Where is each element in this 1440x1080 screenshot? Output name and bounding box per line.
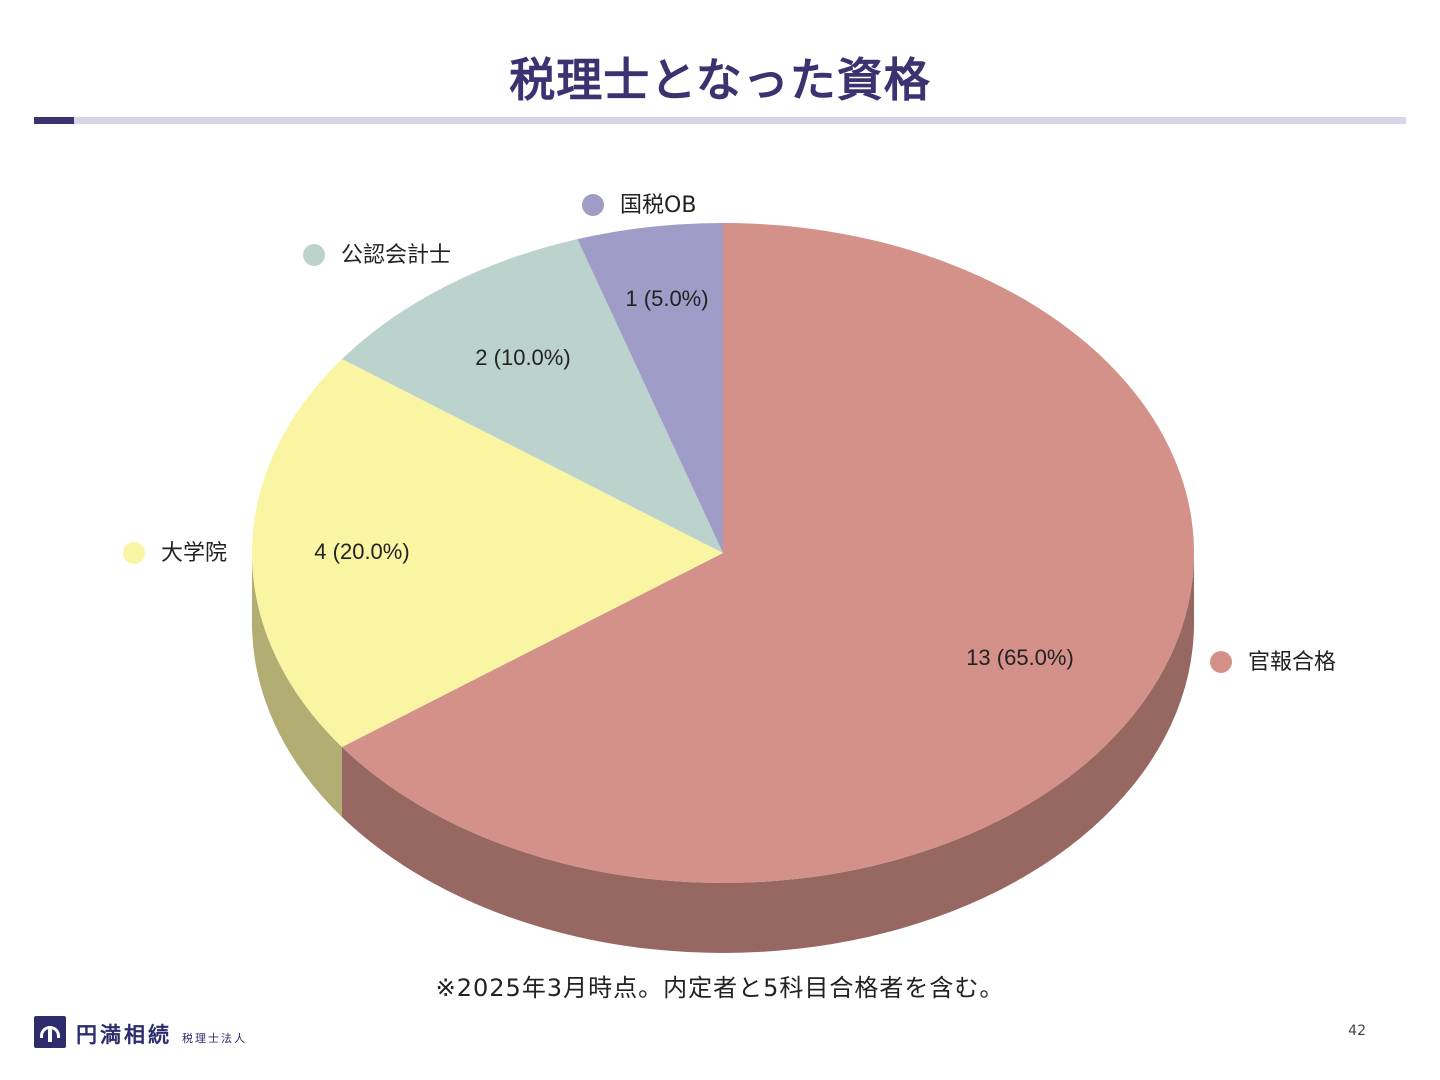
pie-slice-1[interactable] [252,359,723,747]
company-logo: 円満相続 税理士法人 [34,1016,247,1048]
data-label-3: 1 (5.0%) [625,286,708,311]
pie-side-0-0 [341,553,1194,954]
data-label-1: 4 (20.0%) [314,539,409,564]
title-underline-accent [34,117,74,124]
pie-slice-3[interactable] [577,223,723,553]
legend-marker-0 [1210,651,1232,673]
legend-marker-2 [303,244,325,266]
footnote: ※2025年3月時点。内定者と5科目合格者を含む。 [435,974,1005,1002]
legend-label-2: 公認会計士 [341,243,451,268]
logo-sub: 税理士法人 [182,1032,247,1045]
pie-slice-0[interactable] [341,223,1195,883]
logo-name: 円満相続 [76,1023,172,1047]
page-title: 税理士となった資格 [509,53,931,107]
legend-label-0: 官報合格 [1248,650,1336,675]
pie-side-1-0 [252,553,342,817]
page-number: 42 [1348,1023,1366,1039]
title-underline [34,117,1406,124]
legend-marker-3 [582,194,604,216]
data-label-2: 2 (10.0%) [475,345,570,370]
data-label-0: 13 (65.0%) [966,645,1074,670]
logo-mark-icon [34,1016,66,1048]
legend-label-3: 国税OB [620,193,696,218]
legend-label-1: 大学院 [161,541,227,566]
pie-slice-2[interactable] [341,239,723,553]
legend-marker-1 [123,542,145,564]
